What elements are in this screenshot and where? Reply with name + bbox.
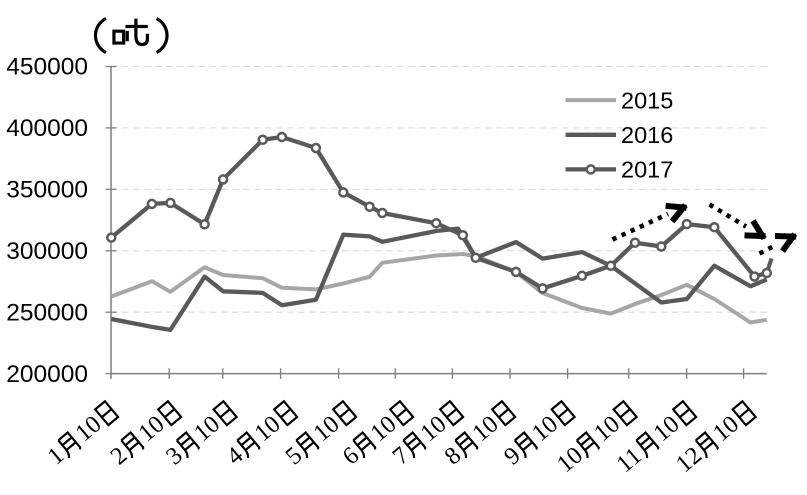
svg-text:300000: 300000 — [6, 238, 88, 265]
svg-text:250000: 250000 — [6, 299, 88, 326]
svg-text:2017: 2017 — [621, 157, 673, 183]
svg-text:2016: 2016 — [621, 122, 673, 148]
svg-text:350000: 350000 — [6, 177, 88, 204]
svg-text:400000: 400000 — [6, 115, 88, 142]
svg-text:200000: 200000 — [6, 361, 88, 388]
svg-text:2015: 2015 — [621, 87, 673, 113]
svg-text:450000: 450000 — [6, 54, 88, 81]
